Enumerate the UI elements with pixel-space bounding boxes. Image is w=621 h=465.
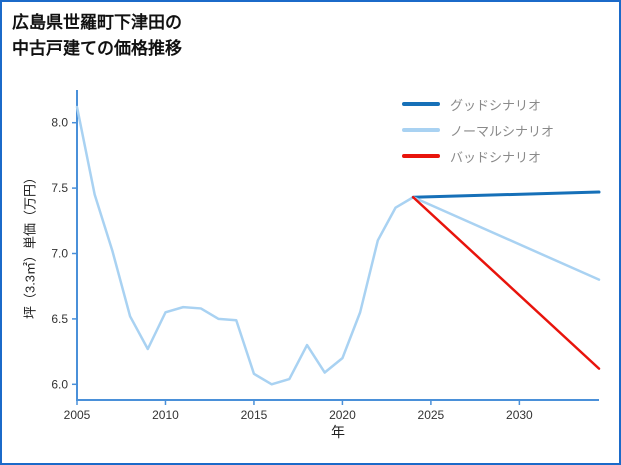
x-tick-label: 2010 [152, 408, 179, 422]
legend-swatch [402, 102, 440, 106]
legend-row: ノーマルシナリオ [402, 122, 555, 139]
chart-title-line1: 広島県世羅町下津田の [12, 13, 182, 32]
x-tick-label: 2005 [64, 408, 91, 422]
legend-label: ノーマルシナリオ [450, 123, 555, 139]
legend-row: バッドシナリオ [402, 148, 554, 165]
y-tick-label: 7.0 [51, 247, 68, 261]
x-axis-label: 年 [331, 424, 345, 440]
legend-swatch [402, 128, 440, 132]
series-line-グッドシナリオ [411, 190, 601, 199]
legend: グッドシナリオ ノーマルシナリオ バッドシナリオ [402, 96, 554, 174]
series-line-ノーマルシナリオ [411, 196, 601, 281]
x-tick-label: 2025 [418, 408, 445, 422]
legend-label: グッドシナリオ [450, 97, 542, 113]
y-axis-label: 坪（3.3㎡）単価（万円） [22, 170, 38, 320]
y-tick-label: 6.5 [51, 312, 68, 326]
legend-label: バッドシナリオ [450, 149, 542, 165]
x-tick-label: 2020 [329, 408, 356, 422]
legend-swatch [402, 154, 440, 158]
y-tick-label: 7.5 [51, 181, 68, 195]
series-line-バッドシナリオ [411, 196, 601, 370]
y-tick-label: 6.0 [51, 377, 68, 391]
y-tick-label: 8.0 [51, 116, 68, 130]
x-tick-label: 2015 [241, 408, 268, 422]
chart-title: 広島県世羅町下津田の 中古戸建ての価格推移 [12, 10, 182, 61]
legend-row: グッドシナリオ [402, 96, 554, 113]
chart-title-line2: 中古戸建ての価格推移 [12, 38, 182, 58]
x-tick-label: 2030 [506, 408, 533, 422]
series-line-価格履歴 [75, 105, 415, 386]
